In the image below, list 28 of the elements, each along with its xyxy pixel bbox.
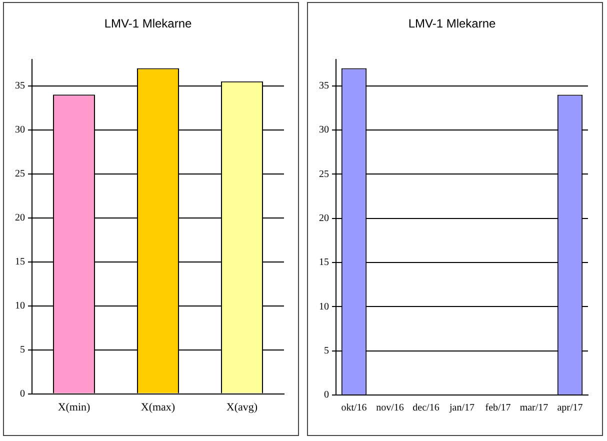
x-tick-label: okt/16 [341, 402, 367, 414]
y-tick-label: 20 [15, 212, 25, 224]
x-tick-label: X(avg) [226, 401, 258, 414]
y-tick-label: 30 [15, 124, 25, 136]
y-tick-label: 10 [15, 300, 25, 312]
y-tick-label: 5 [324, 345, 329, 356]
y-tick-label: 25 [15, 168, 25, 180]
y-tick-label: 0 [324, 390, 329, 401]
x-tick-label: jan/17 [448, 402, 474, 414]
y-tick-label: 15 [15, 256, 25, 268]
y-tick-label: 25 [319, 168, 329, 180]
y-tick-label: 10 [319, 301, 329, 312]
y-tick-label: 5 [20, 344, 25, 356]
y-tick-label: 35 [15, 80, 25, 92]
x-tick-label: X(min) [58, 401, 91, 414]
y-tick-label: 0 [20, 388, 25, 400]
x-tick-label: apr/17 [557, 402, 583, 414]
chart-title: LMV-1 Mlekarne [104, 16, 192, 31]
x-tick-label: feb/17 [485, 402, 511, 414]
y-tick-label: 30 [319, 124, 329, 136]
y-tick-label: 35 [319, 80, 329, 92]
y-tick-label: 15 [319, 257, 329, 268]
x-tick-label: nov/16 [376, 402, 404, 414]
x-tick-label: mar/17 [520, 402, 548, 414]
x-tick-label: dec/16 [412, 402, 440, 414]
y-tick-label: 20 [319, 212, 329, 224]
x-tick-label: X(max) [140, 401, 176, 414]
chart-title: LMV-1 Mlekarne [408, 16, 496, 31]
